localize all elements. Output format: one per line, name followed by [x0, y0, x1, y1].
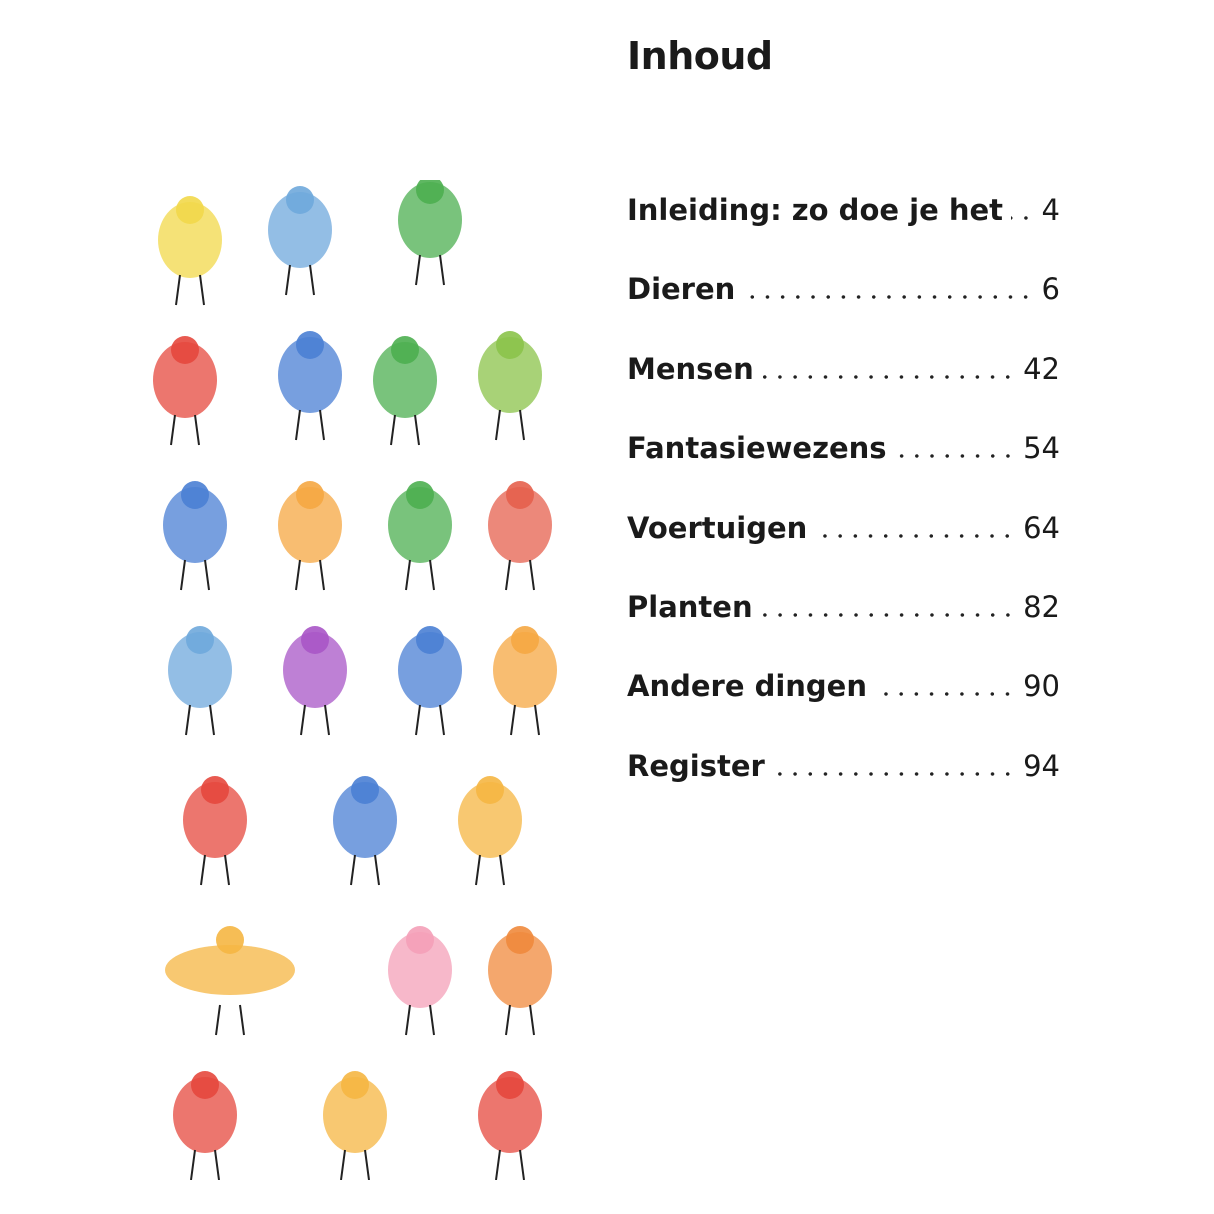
toc-entry[interactable]: Andere dingen 90 — [627, 669, 1060, 748]
toc-entry-label: Dieren — [627, 272, 736, 307]
dot-leader — [743, 295, 1034, 300]
toc-entry-label: Mensen — [627, 351, 754, 386]
cat-icon — [493, 626, 557, 736]
roadwork-sign-icon — [478, 1071, 542, 1180]
toc-entry-label: Register — [627, 748, 765, 783]
astronaut-icon — [168, 626, 232, 736]
toc-entry[interactable]: Planten 82 — [627, 590, 1060, 669]
toc-entry-page: 90 — [1023, 669, 1060, 704]
toc-entry-page: 94 — [1023, 748, 1060, 783]
toc-entry-label: Inleiding: zo doe je het — [627, 193, 1004, 227]
cupid-icon — [458, 776, 522, 886]
toc-entry-page: 64 — [1023, 510, 1060, 545]
hot-air-balloon-icon — [398, 626, 462, 736]
ladybug-icon — [153, 336, 217, 446]
toc-entry-page: 82 — [1023, 589, 1060, 624]
koala-icon — [283, 626, 347, 736]
tow-truck-icon — [165, 926, 295, 1036]
toc-entry-label: Voertuigen — [627, 510, 808, 545]
rocket-icon — [278, 331, 342, 441]
toc-entry-page: 6 — [1041, 272, 1060, 307]
hippo-icon — [268, 186, 332, 296]
farmer-icon — [163, 481, 227, 591]
dot-leader — [894, 454, 1016, 459]
meerkat-icon — [278, 481, 342, 591]
flower-icon — [388, 926, 452, 1036]
dot-leader — [760, 612, 1016, 617]
dot-leader — [761, 374, 1016, 379]
toc-entry-label: Fantasiewezens — [627, 431, 887, 466]
toc-entry-page: 42 — [1023, 351, 1060, 386]
toc-entry-label: Planten — [627, 589, 753, 624]
illustrations-grid — [153, 180, 557, 1180]
toc-entry[interactable]: Inleiding: zo doe je het 4 — [627, 193, 1060, 272]
king-icon — [488, 481, 552, 591]
cherries-basket-icon — [173, 1071, 237, 1180]
dot-leader — [772, 771, 1016, 776]
page-title: Inhoud — [627, 34, 773, 78]
devil-icon — [183, 776, 247, 886]
dot-leader — [1011, 216, 1034, 220]
seahorse-icon — [373, 336, 437, 446]
hiker-icon — [388, 481, 452, 591]
queen-icon — [333, 776, 397, 886]
toc-entry[interactable]: Mensen 42 — [627, 352, 1060, 431]
toc-entry-page: 4 — [1041, 193, 1060, 227]
pear-icon — [488, 926, 552, 1036]
chameleon-icon — [398, 180, 462, 286]
toc-entry[interactable]: Register 94 — [627, 749, 1060, 828]
table-of-contents: Inleiding: zo doe je het 4 Dieren 6 Mensen 42… — [627, 193, 1060, 828]
house-icon — [323, 1071, 387, 1180]
lion-icon — [158, 196, 222, 306]
toc-entry-label: Andere dingen — [627, 669, 868, 704]
dinosaur-icon — [478, 331, 542, 441]
dot-leader — [815, 533, 1016, 538]
toc-entry[interactable]: Voertuigen 64 — [627, 511, 1060, 590]
toc-entry[interactable]: Dieren 6 — [627, 272, 1060, 351]
toc-entry[interactable]: Fantasiewezens 54 — [627, 431, 1060, 510]
toc-entry-page: 54 — [1023, 431, 1060, 466]
dot-leader — [875, 692, 1016, 697]
